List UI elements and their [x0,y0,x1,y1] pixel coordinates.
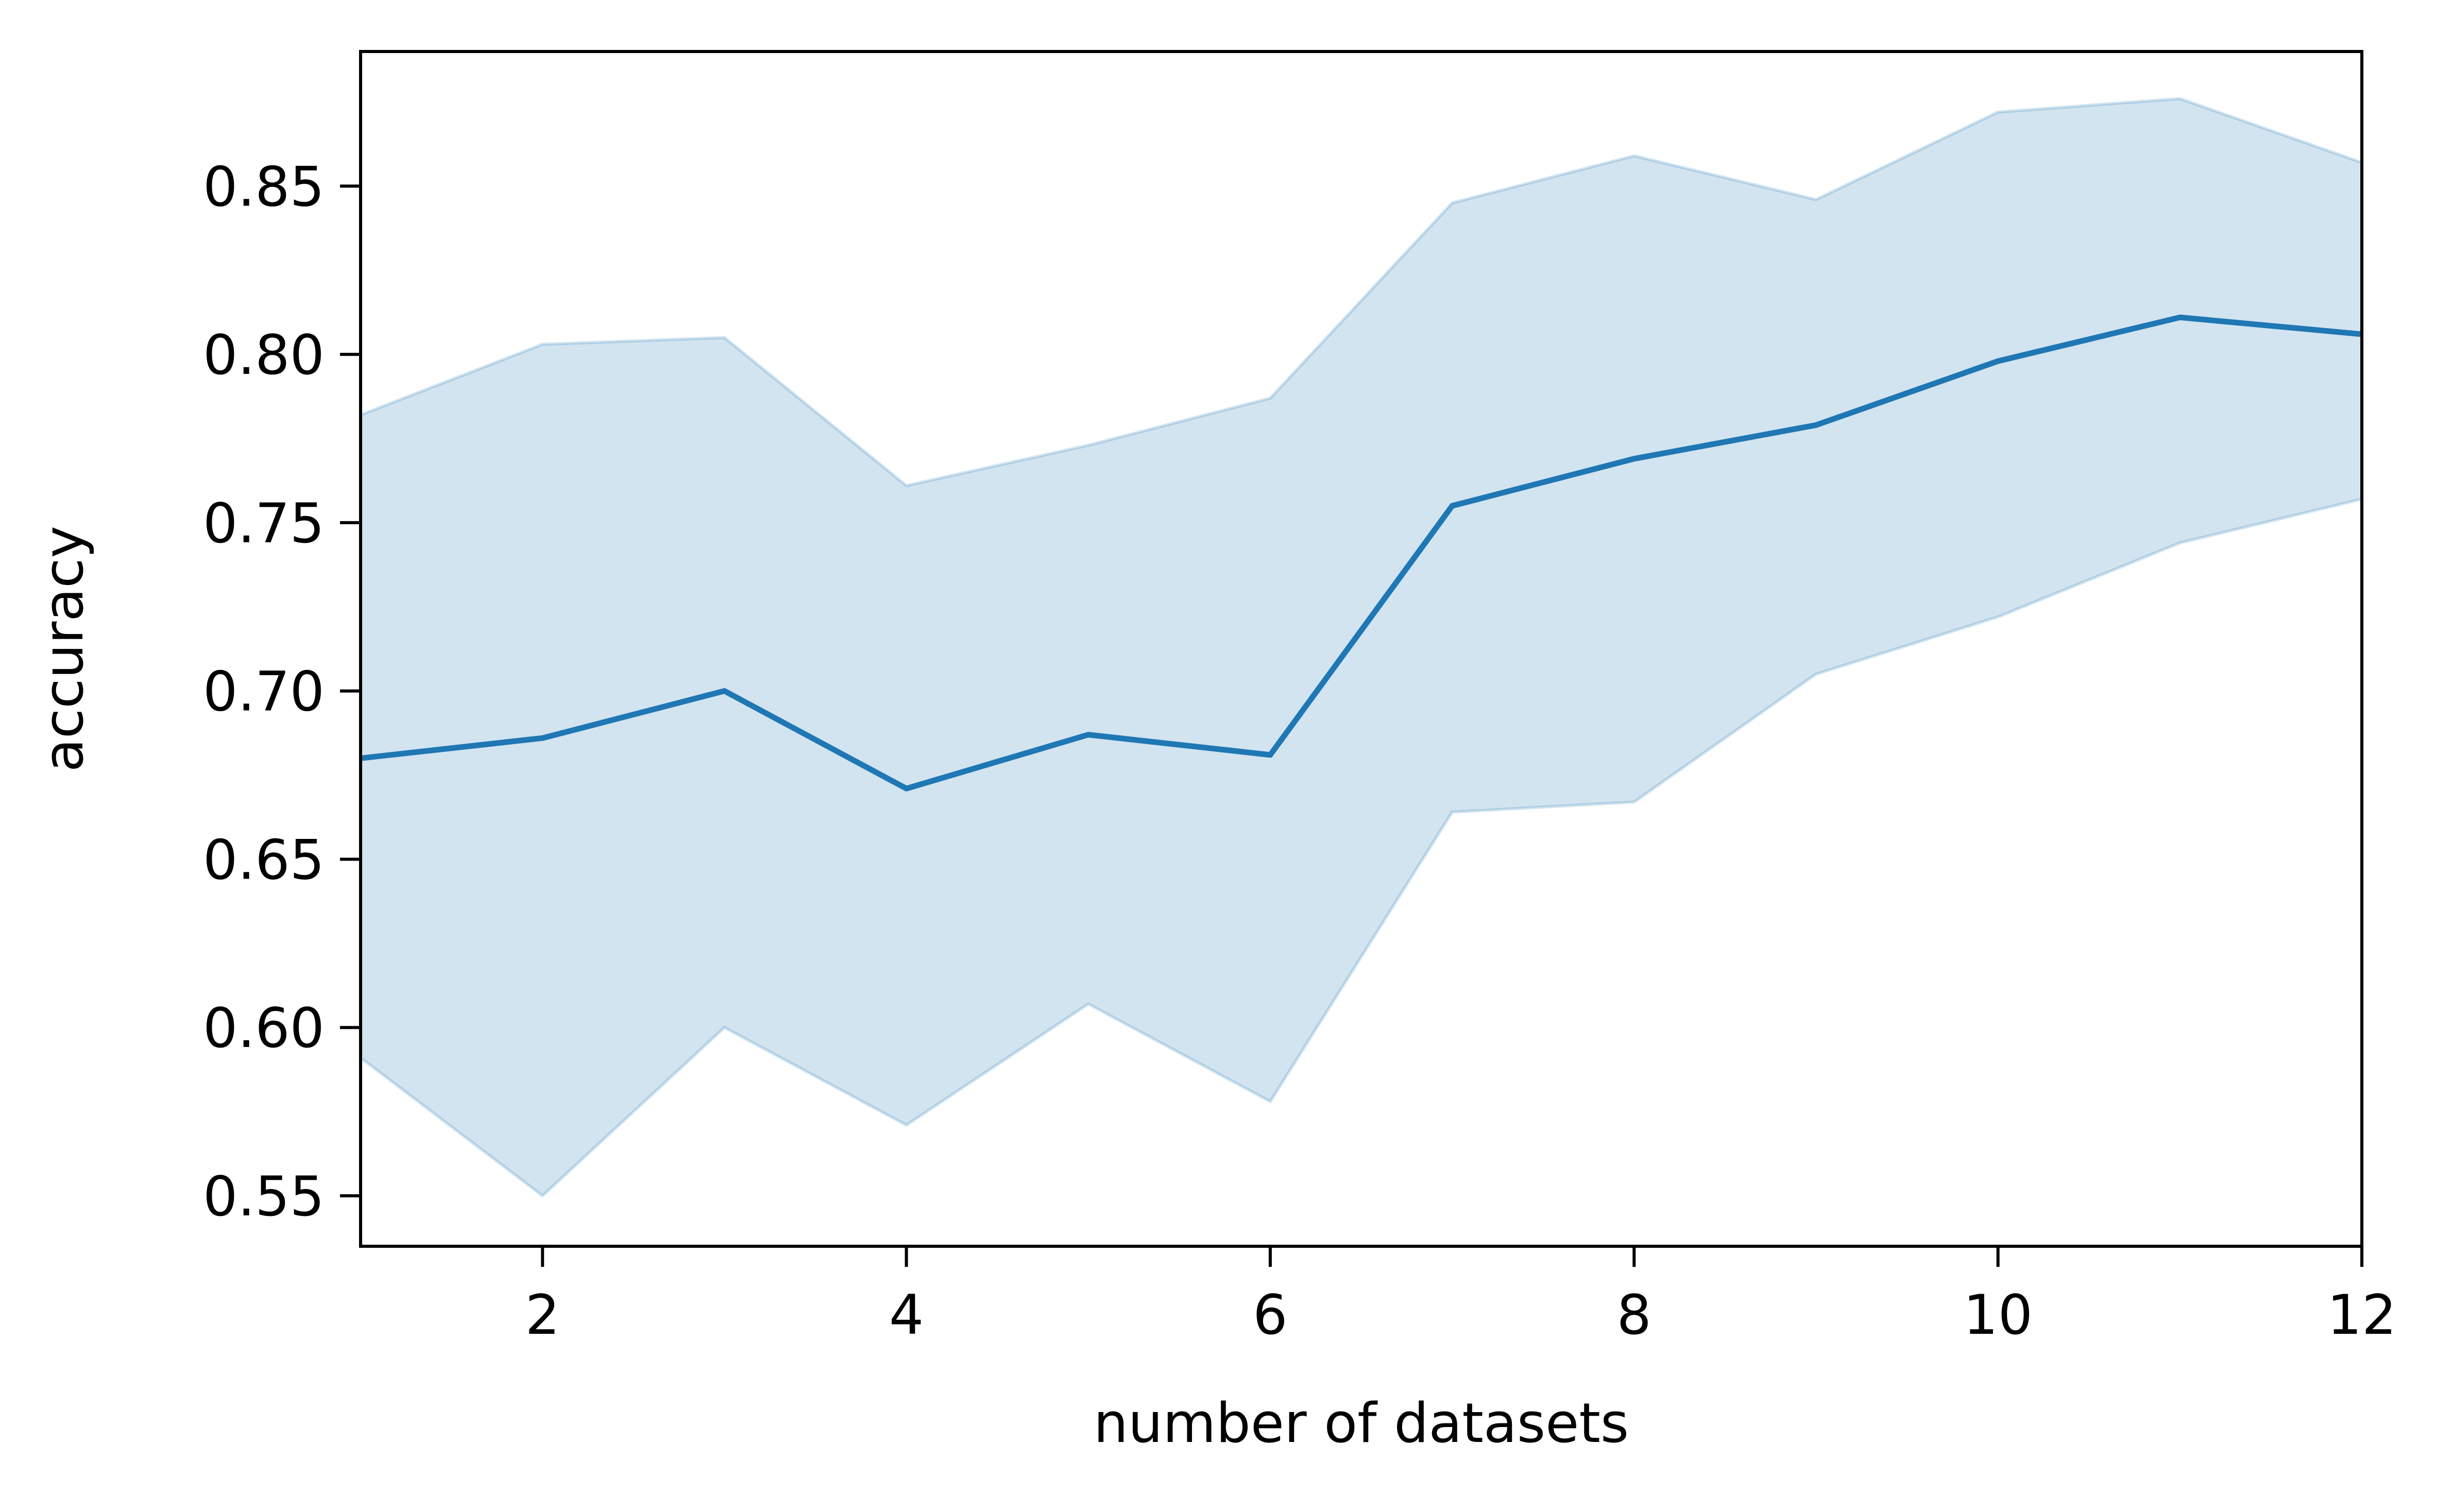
x-tick-label: 2 [525,1283,559,1347]
x-tick-label: 4 [889,1283,924,1347]
y-axis: 0.55 0.60 0.65 0.70 0.75 0.80 0.85 [203,155,361,1228]
x-tick-label: 8 [1617,1283,1651,1347]
y-tick-label: 0.80 [203,323,325,387]
confidence-band [361,98,2362,1195]
x-tick-label: 10 [1963,1283,2033,1347]
y-axis-label: accuracy [32,526,95,772]
confidence-band-layer [361,98,2362,1195]
x-axis: 2 4 6 8 10 12 [525,1246,2396,1347]
y-tick-label: 0.70 [203,660,325,724]
x-tick-label: 12 [2327,1283,2397,1347]
y-tick-label: 0.85 [203,155,325,218]
x-axis-label: number of datasets [1094,1391,1629,1455]
y-tick-label: 0.55 [203,1165,325,1228]
x-tick-label: 6 [1253,1283,1287,1347]
y-tick-label: 0.60 [203,996,325,1060]
y-tick-label: 0.75 [203,492,325,555]
y-tick-label: 0.65 [203,828,325,891]
